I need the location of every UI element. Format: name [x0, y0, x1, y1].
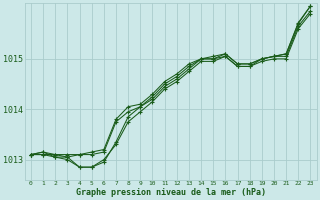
X-axis label: Graphe pression niveau de la mer (hPa): Graphe pression niveau de la mer (hPa) [76, 188, 266, 197]
